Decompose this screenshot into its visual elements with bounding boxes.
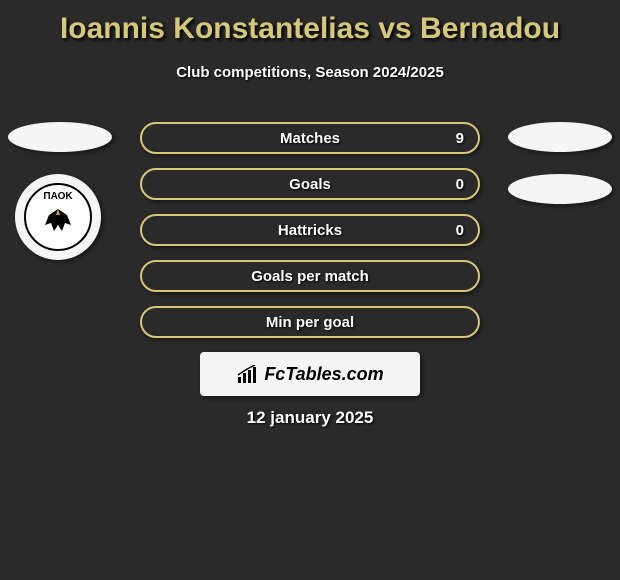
stat-row-min-per-goal: Min per goal — [140, 306, 480, 338]
flag-right — [508, 122, 612, 152]
paok-badge: ΠΑΟΚ — [24, 183, 92, 251]
date-text: 12 january 2025 — [0, 408, 620, 428]
stat-right-value: 9 — [456, 130, 464, 147]
subtitle: Club competitions, Season 2024/2025 — [0, 64, 620, 81]
player-right-column — [508, 122, 612, 226]
stat-row-goals: Goals 0 — [140, 168, 480, 200]
stat-right-value: 0 — [456, 176, 464, 193]
stat-row-matches: Matches 9 — [140, 122, 480, 154]
stat-right-value: 0 — [456, 222, 464, 239]
page-title: Ioannis Konstantelias vs Bernadou — [0, 0, 620, 46]
player-left-column: ΠΑΟΚ — [8, 122, 112, 260]
fctables-badge[interactable]: FcTables.com — [200, 352, 420, 396]
stats-container: Matches 9 Goals 0 Hattricks 0 Goals per … — [140, 122, 480, 352]
chart-icon — [236, 365, 258, 383]
stat-label: Matches — [142, 130, 478, 147]
flag-left — [8, 122, 112, 152]
stat-row-hattricks: Hattricks 0 — [140, 214, 480, 246]
club-badge-right — [508, 174, 612, 204]
club-badge-left: ΠΑΟΚ — [15, 174, 101, 260]
stat-label: Min per goal — [142, 314, 478, 331]
stat-row-goals-per-match: Goals per match — [140, 260, 480, 292]
eagle-icon — [41, 205, 75, 240]
paok-text: ΠΑΟΚ — [43, 191, 72, 202]
fctables-text: FcTables.com — [264, 364, 383, 385]
stat-label: Goals — [142, 176, 478, 193]
stat-label: Hattricks — [142, 222, 478, 239]
stat-label: Goals per match — [142, 268, 478, 285]
